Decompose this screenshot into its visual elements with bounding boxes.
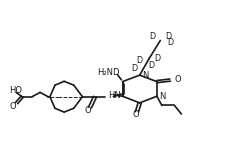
- Text: H₂ND: H₂ND: [97, 68, 120, 77]
- Text: O: O: [174, 75, 181, 84]
- Text: O: O: [10, 102, 16, 111]
- Text: O: O: [133, 110, 139, 119]
- Text: D: D: [131, 64, 137, 73]
- Text: N: N: [160, 92, 166, 101]
- Text: O: O: [85, 106, 91, 115]
- Text: HO: HO: [9, 86, 22, 95]
- Text: D: D: [136, 56, 142, 65]
- Text: HN: HN: [109, 91, 121, 100]
- Text: D: D: [150, 32, 156, 41]
- Text: N: N: [142, 71, 149, 80]
- Text: D: D: [167, 38, 173, 47]
- Text: D: D: [154, 54, 160, 63]
- Text: D: D: [165, 32, 172, 41]
- Text: D: D: [148, 61, 154, 70]
